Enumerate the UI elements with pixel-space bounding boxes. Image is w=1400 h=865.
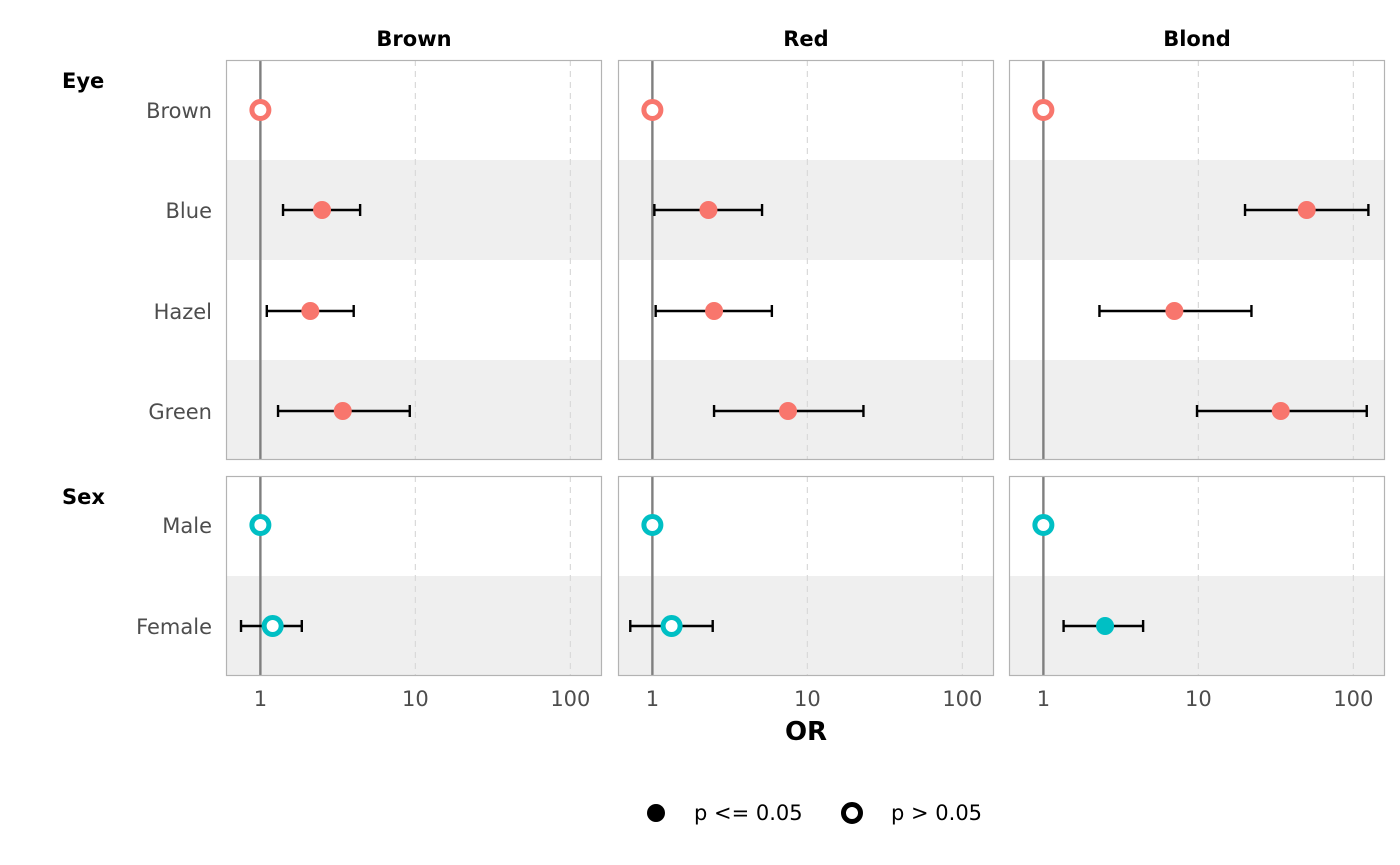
x-tick-label-red-10: 10 bbox=[794, 687, 821, 711]
row-label-sex-female: Female bbox=[136, 615, 212, 639]
point-brown-eye-green bbox=[333, 402, 352, 420]
row-label-eye-blue: Blue bbox=[166, 199, 212, 223]
group-title-eye: Eye bbox=[62, 69, 104, 93]
point-brown-sex-male bbox=[249, 514, 272, 536]
point-red-eye-hazel bbox=[705, 302, 724, 320]
point-brown-sex-female bbox=[261, 615, 284, 637]
x-tick-label-blond-1: 1 bbox=[1037, 687, 1050, 711]
point-brown-eye-blue bbox=[313, 201, 332, 219]
panel-border-brown-sex bbox=[225, 475, 603, 677]
point-blond-eye-green bbox=[1271, 402, 1290, 420]
legend-label-not-significant: p > 0.05 bbox=[891, 801, 982, 825]
point-blond-sex-male bbox=[1032, 514, 1055, 536]
panel-border-blond-sex bbox=[1008, 475, 1386, 677]
point-red-eye-brown bbox=[641, 99, 664, 121]
legend-label-significant: p <= 0.05 bbox=[694, 801, 803, 825]
legend-key-filled-circle bbox=[647, 804, 665, 822]
facet-title-blond: Blond bbox=[1163, 27, 1231, 51]
point-blond-eye-blue bbox=[1297, 201, 1316, 219]
point-blond-eye-brown bbox=[1032, 99, 1055, 121]
point-red-sex-female bbox=[660, 615, 683, 637]
group-title-sex: Sex bbox=[62, 485, 105, 509]
panel-border-brown-eye bbox=[225, 59, 603, 461]
point-blond-eye-hazel bbox=[1165, 302, 1184, 320]
point-red-eye-green bbox=[779, 402, 798, 420]
row-label-eye-brown: Brown bbox=[146, 99, 212, 123]
x-tick-label-blond-100: 100 bbox=[1333, 687, 1373, 711]
point-red-sex-male bbox=[641, 514, 664, 536]
panel-border-blond-eye bbox=[1008, 59, 1386, 461]
point-blond-sex-female bbox=[1096, 617, 1115, 635]
legend-key-open-circle bbox=[841, 802, 863, 824]
facet-title-red: Red bbox=[783, 27, 828, 51]
panel-border-red-eye bbox=[617, 59, 995, 461]
point-brown-eye-hazel bbox=[301, 302, 320, 320]
x-axis-title: OR bbox=[785, 717, 827, 747]
x-tick-label-brown-10: 10 bbox=[402, 687, 429, 711]
row-label-sex-male: Male bbox=[162, 514, 212, 538]
x-tick-label-brown-1: 1 bbox=[254, 687, 267, 711]
point-brown-eye-brown bbox=[249, 99, 272, 121]
facet-title-brown: Brown bbox=[376, 27, 451, 51]
x-tick-label-blond-10: 10 bbox=[1185, 687, 1212, 711]
row-label-eye-green: Green bbox=[148, 400, 212, 424]
point-red-eye-blue bbox=[699, 201, 718, 219]
x-tick-label-brown-100: 100 bbox=[550, 687, 590, 711]
x-tick-label-red-100: 100 bbox=[942, 687, 982, 711]
row-label-eye-hazel: Hazel bbox=[154, 300, 212, 324]
x-tick-label-red-1: 1 bbox=[646, 687, 659, 711]
panel-border-red-sex bbox=[617, 475, 995, 677]
